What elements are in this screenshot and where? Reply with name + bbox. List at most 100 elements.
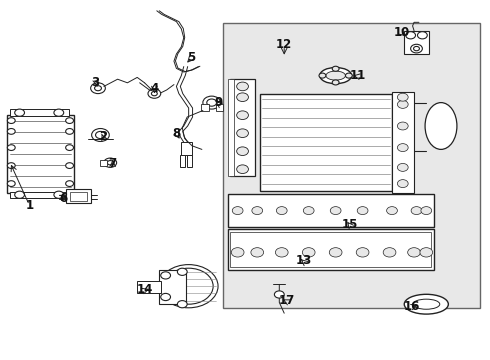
Bar [7,115,74,193]
Bar [180,155,185,167]
Ellipse shape [326,71,345,80]
Circle shape [96,131,105,139]
Circle shape [7,181,15,186]
Bar [228,229,434,270]
Circle shape [232,207,243,215]
Circle shape [414,46,419,51]
Circle shape [7,145,15,150]
Text: 14: 14 [136,283,153,296]
Circle shape [15,191,24,198]
Text: 16: 16 [403,300,420,312]
Circle shape [397,163,408,171]
Circle shape [303,207,314,215]
Circle shape [177,268,187,275]
Circle shape [91,83,105,94]
Circle shape [66,129,74,134]
Circle shape [387,207,397,215]
Circle shape [421,207,432,215]
Bar [66,189,91,203]
Circle shape [275,248,288,257]
Circle shape [274,291,284,298]
Text: 13: 13 [295,255,312,267]
Bar [187,155,192,167]
Circle shape [237,93,248,102]
Circle shape [66,118,74,123]
Bar [230,79,255,176]
Text: 3: 3 [92,76,99,89]
Circle shape [231,248,244,257]
Bar [10,192,69,198]
Circle shape [237,129,248,138]
Ellipse shape [425,103,457,149]
Circle shape [104,158,117,167]
Bar [201,104,209,111]
Text: 5: 5 [187,51,195,64]
Circle shape [177,301,187,308]
Circle shape [237,147,248,156]
Circle shape [237,111,248,120]
Circle shape [66,181,74,186]
Bar [392,92,414,193]
Bar [100,160,107,166]
Circle shape [411,44,422,53]
Circle shape [417,32,427,39]
Circle shape [345,73,352,78]
Text: 12: 12 [276,39,293,51]
Circle shape [151,91,157,96]
Text: 4: 4 [150,82,158,95]
Bar [181,142,192,155]
Circle shape [107,161,113,165]
Bar [137,281,161,293]
Text: 17: 17 [278,294,295,307]
Circle shape [357,207,368,215]
Ellipse shape [404,294,448,314]
Circle shape [397,122,408,130]
Circle shape [54,109,64,116]
Circle shape [330,207,341,215]
Circle shape [237,82,248,91]
Text: 2: 2 [99,130,107,143]
Circle shape [54,191,64,198]
Circle shape [332,66,339,71]
Circle shape [92,129,109,141]
Bar [230,232,431,267]
Circle shape [411,207,422,215]
Circle shape [420,248,433,257]
Circle shape [7,118,15,123]
Bar [260,94,392,191]
Bar [404,31,429,54]
Text: 10: 10 [393,26,410,39]
Circle shape [397,180,408,188]
Text: 8: 8 [172,127,180,140]
Bar [228,79,234,176]
Circle shape [66,163,74,168]
Circle shape [161,272,171,279]
FancyBboxPatch shape [223,23,480,308]
Circle shape [207,99,217,106]
Bar [159,270,186,304]
Circle shape [276,207,287,215]
Circle shape [383,248,396,257]
Circle shape [159,265,218,308]
Bar [10,109,69,116]
Text: 6: 6 [60,192,68,204]
Ellipse shape [320,67,352,84]
Bar [228,194,434,227]
Text: 9: 9 [214,96,222,109]
Text: 7: 7 [109,157,117,170]
Circle shape [408,248,420,257]
Circle shape [164,268,213,304]
Circle shape [332,80,339,85]
Text: 11: 11 [349,69,366,82]
Circle shape [161,293,171,301]
Circle shape [302,248,315,257]
Circle shape [95,86,101,91]
Circle shape [397,93,408,101]
Circle shape [203,96,220,109]
Bar [70,192,87,201]
Circle shape [329,248,342,257]
Circle shape [251,248,264,257]
Circle shape [356,248,369,257]
Ellipse shape [413,299,440,309]
Circle shape [15,109,24,116]
